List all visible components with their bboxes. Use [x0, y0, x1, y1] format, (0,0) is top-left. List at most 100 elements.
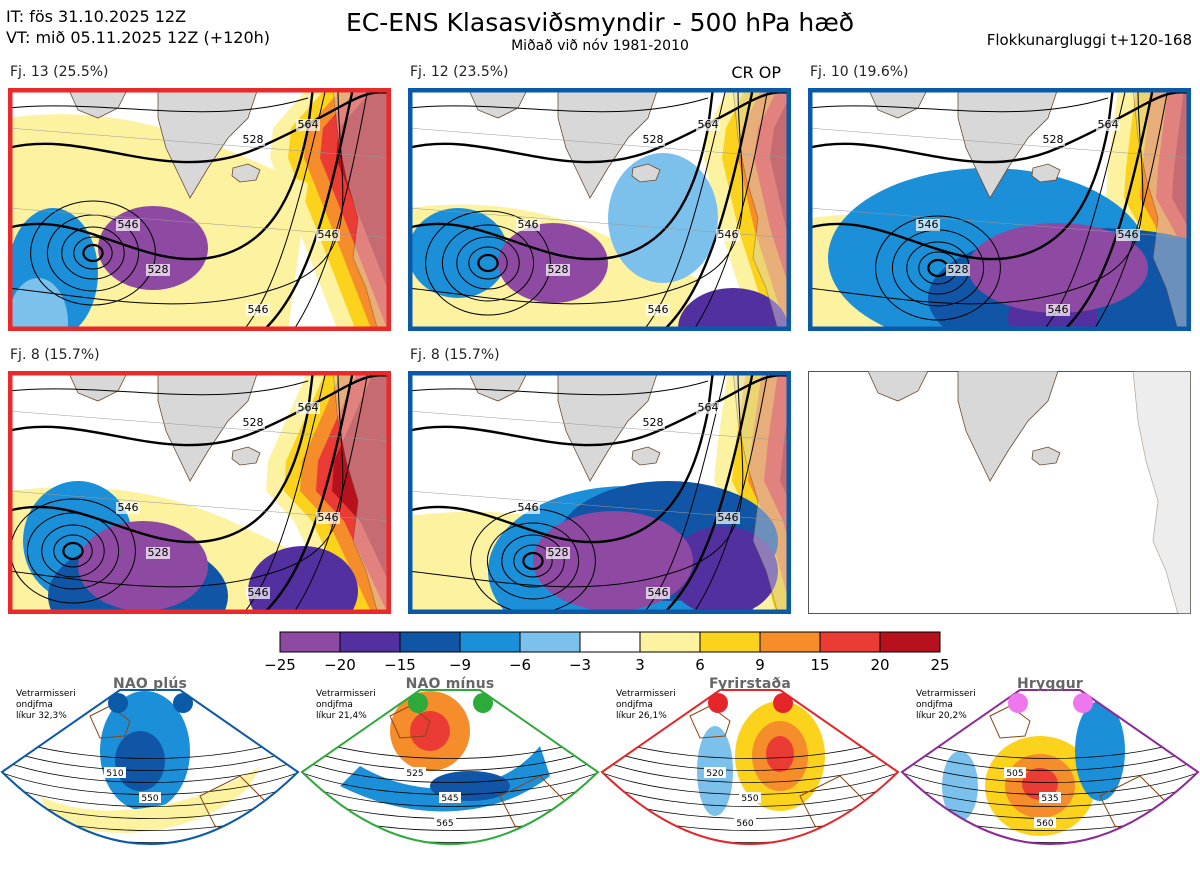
low-pressure-contour — [477, 253, 499, 273]
contour-label: 528 — [643, 133, 664, 146]
regime-contour-label: 535 — [1041, 794, 1058, 804]
contour-label: 564 — [1098, 118, 1119, 131]
arctic-island-land — [867, 371, 929, 402]
regime-marker-dot — [473, 693, 493, 713]
contour-label-bg — [716, 512, 740, 524]
low-pressure-contour — [46, 214, 140, 292]
regime-contour-label-bg — [434, 817, 456, 828]
contour-label-bg — [716, 229, 740, 241]
graticule-line — [808, 127, 1191, 159]
contour-label-bg — [1046, 304, 1070, 316]
colorbar-bin — [519, 631, 581, 653]
cluster-panel-1: Fj. 13 (25.5%) 528 546 564 528 546 546 — [8, 64, 391, 331]
low-pressure-contour — [73, 236, 113, 270]
contour-label-bg — [516, 502, 540, 514]
colorbar-tick-label: −20 — [324, 656, 356, 674]
height-contour — [8, 371, 344, 588]
anomaly-negative-region — [78, 521, 208, 611]
greenland-land — [957, 88, 1059, 199]
anomaly-negative-region — [678, 288, 788, 331]
anomaly-negative-region — [533, 511, 693, 611]
contour-label: 546 — [718, 228, 739, 241]
anomaly-negative-region — [608, 153, 718, 283]
contour-label-bg — [241, 417, 265, 429]
contour-label: 546 — [648, 586, 669, 599]
regime-contour-label-bg — [1034, 817, 1056, 828]
low-pressure-contour — [486, 522, 580, 600]
contour-label: 528 — [148, 263, 169, 276]
low-pressure-contour — [501, 534, 565, 588]
regime-panel-nao-minus: Vetrarmisseri ondjfma líkur 21,4% 525 545… — [300, 676, 600, 871]
valid-time: VT: mið 05.11.2025 12Z (+120h) — [6, 28, 271, 47]
contour-label-bg — [646, 304, 670, 316]
anomaly-negative-region — [498, 223, 608, 303]
greenland-land — [157, 88, 259, 199]
regime-marker-dot — [408, 693, 428, 713]
regime-marker-dot — [173, 693, 193, 713]
header-info: IT: fös 31.10.2025 12Z VT: mið 05.11.202… — [6, 6, 270, 48]
regime-note: Vetrarmisseri ondjfma líkur 32,3% — [16, 689, 76, 722]
cluster-label: Fj. 12 (23.5%) — [410, 64, 509, 80]
regime-note-line: ondjfma — [316, 700, 353, 710]
low-pressure-contour — [522, 551, 544, 571]
graticule-line — [408, 127, 791, 159]
low-pressure-contour — [456, 236, 520, 290]
contour-label: 564 — [698, 401, 719, 414]
regime-contour-label-bg — [439, 792, 461, 803]
height-contour — [408, 380, 709, 396]
contour-label: 528 — [643, 416, 664, 429]
iceland-land — [231, 446, 261, 466]
colorbar-tick-label: 9 — [755, 656, 765, 674]
regime-note-line: Vetrarmisseri — [316, 689, 376, 699]
regime-frame — [808, 88, 1191, 331]
regime-name: NAO plús — [112, 676, 188, 692]
low-pressure-contour — [875, 215, 1001, 321]
regime-note-line: ondjfma — [916, 700, 953, 710]
contour-label: 546 — [118, 218, 139, 231]
contour-label-bg — [116, 219, 140, 231]
graticule-line — [408, 410, 791, 442]
iceland-land — [631, 163, 661, 183]
height-contour — [808, 97, 1109, 113]
low-pressure-contour — [53, 534, 93, 568]
contour-label-bg — [696, 119, 720, 131]
contour-label: 546 — [518, 501, 539, 514]
colorbar-tick-label: 25 — [930, 656, 949, 674]
regime-contour-label: 545 — [441, 794, 458, 804]
contour-label: 528 — [548, 263, 569, 276]
regime-anomaly — [410, 711, 450, 751]
europe-land — [1132, 371, 1191, 614]
regime-contour-label: 550 — [741, 794, 758, 804]
anomaly-negative-region — [98, 206, 208, 290]
regime-panel-nao-plus: Vetrarmisseri ondjfma líkur 32,3% 510 550… — [0, 676, 300, 871]
regime-note-line: líkur 20,2% — [916, 711, 967, 721]
contour-label: 528 — [243, 133, 264, 146]
anomaly-negative-region — [248, 546, 358, 614]
cluster-label: Fj. 10 (19.6%) — [810, 64, 909, 80]
height-contour — [8, 380, 309, 396]
contour-label-bg — [946, 264, 970, 276]
height-contour — [808, 88, 1144, 305]
contour-label: 546 — [118, 501, 139, 514]
anomaly-positive-darkred — [332, 371, 391, 587]
anomaly-positive-darkred — [1172, 88, 1191, 233]
regime-contour-label-bg — [1039, 792, 1061, 803]
contour-label: 546 — [1048, 303, 1069, 316]
contour-label: 528 — [948, 263, 969, 276]
height-contour — [8, 97, 309, 113]
regime-note-line: líkur 26,1% — [616, 711, 667, 721]
contour-label: 546 — [1118, 228, 1139, 241]
regime-contour — [2, 747, 298, 771]
contour-label: 546 — [648, 303, 669, 316]
contour-label-bg — [546, 264, 570, 276]
regime-marker-dot — [108, 693, 128, 713]
contour-label-bg — [916, 219, 940, 231]
cluster-map: 528 546 564 528 546 546 — [408, 88, 791, 331]
low-pressure-contour — [441, 224, 535, 302]
greenland-land — [157, 371, 259, 482]
colorbar-tick-label: 3 — [635, 656, 645, 674]
europe-land — [1132, 88, 1191, 331]
height-contour-546 — [408, 371, 715, 544]
contour-label-bg — [641, 134, 665, 146]
map-layers: 528 546 564 528 546 546 — [8, 371, 391, 614]
